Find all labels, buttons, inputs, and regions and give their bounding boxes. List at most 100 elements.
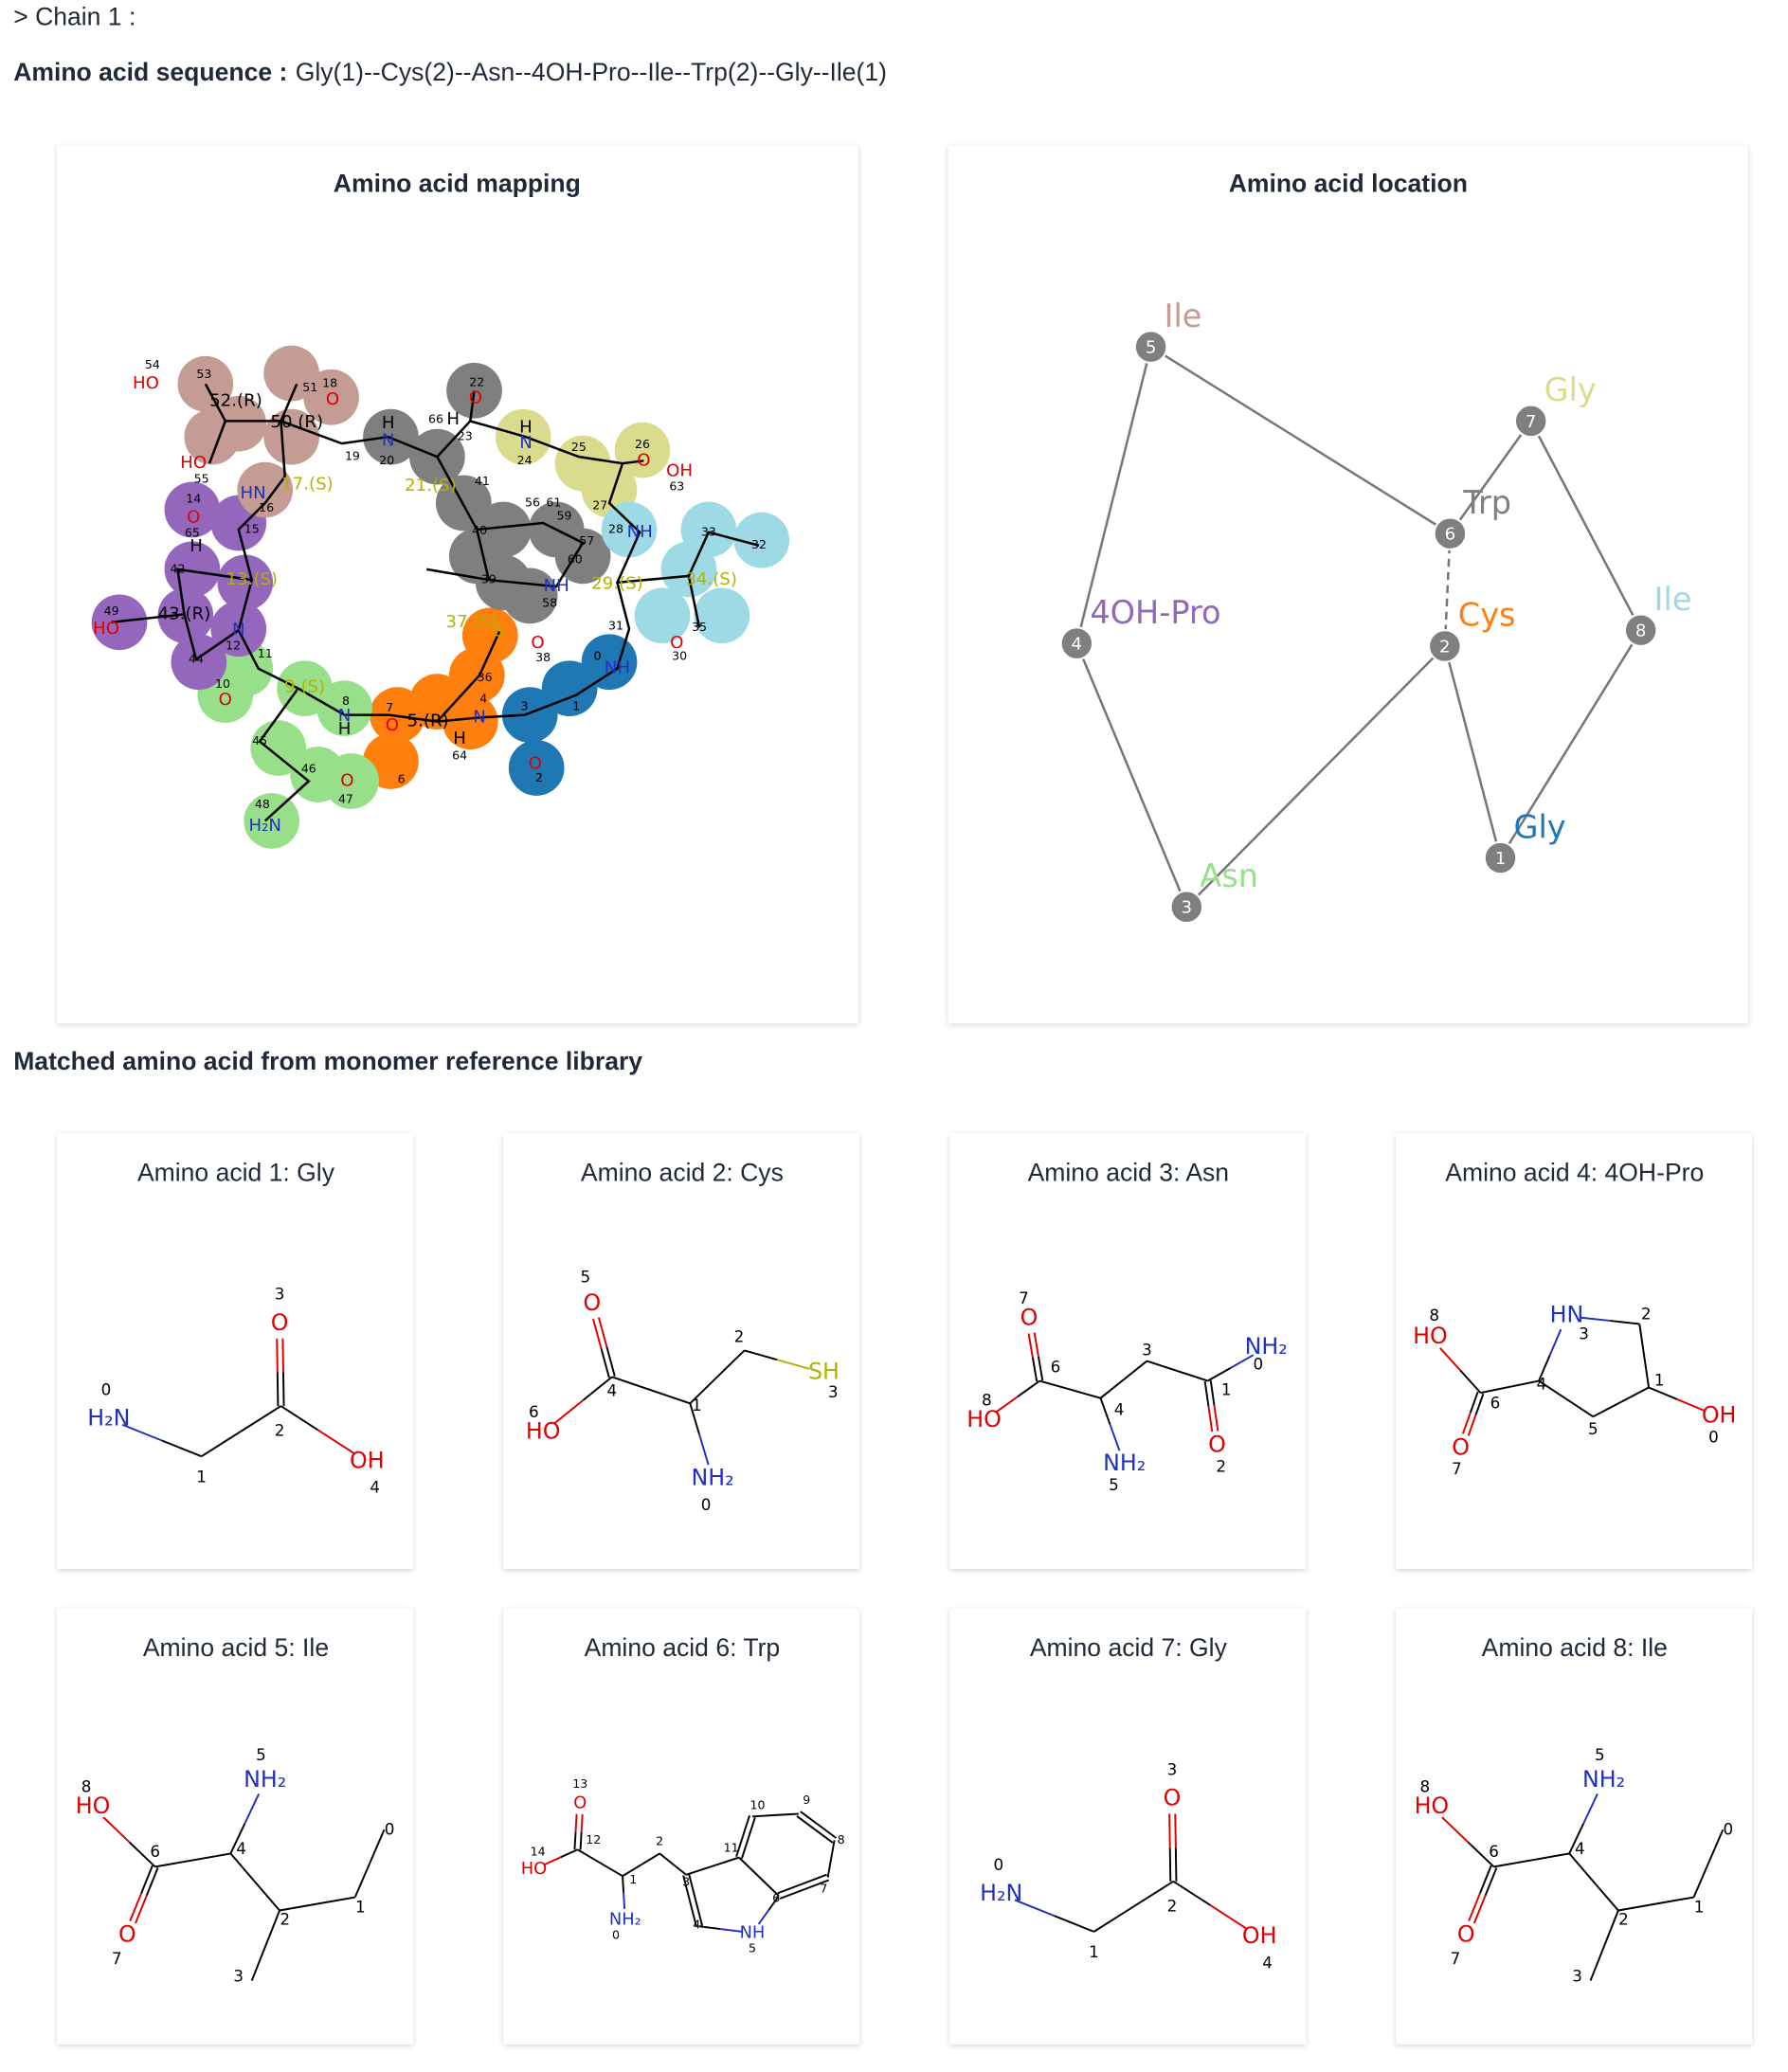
bond xyxy=(1033,1332,1039,1357)
bond xyxy=(1467,1841,1495,1868)
bond xyxy=(1620,1386,1650,1403)
atom-label: 60 xyxy=(568,552,583,567)
bond xyxy=(1655,1896,1694,1905)
atom-label: 65 xyxy=(185,526,200,540)
bond xyxy=(229,1852,256,1883)
node-label: 4OH-Pro xyxy=(1090,594,1220,631)
bond xyxy=(582,1376,613,1401)
graph-edge xyxy=(1075,346,1152,644)
bond xyxy=(776,1359,810,1370)
atom-label: 9.(S) xyxy=(284,676,325,696)
bond xyxy=(1099,1378,1125,1399)
bond xyxy=(316,1429,355,1455)
chain-heading: > Chain 1 : xyxy=(13,3,135,31)
bond xyxy=(1589,1945,1606,1981)
bond xyxy=(1582,1793,1598,1825)
bond xyxy=(1478,1865,1492,1894)
atom-index: 5 xyxy=(749,1941,756,1955)
atom-label: 35 xyxy=(692,620,707,634)
bond xyxy=(560,1848,578,1859)
node-number: 7 xyxy=(1526,412,1537,432)
atom-label: 31 xyxy=(608,618,623,632)
bond xyxy=(574,1813,578,1832)
atom-index: 2 xyxy=(734,1326,745,1345)
bond xyxy=(1168,1847,1172,1882)
bond xyxy=(1538,1379,1567,1400)
bond xyxy=(276,1338,279,1373)
atom-index: 3 xyxy=(828,1382,839,1401)
bond xyxy=(254,1881,280,1912)
bond xyxy=(800,1811,820,1826)
atom-index: 7 xyxy=(112,1949,122,1968)
bond xyxy=(597,1317,608,1347)
atom-index: 4 xyxy=(1262,1953,1273,1972)
atom-label: HN xyxy=(241,483,266,503)
atom-label: 12 xyxy=(226,638,241,652)
residue-highlight xyxy=(303,369,359,425)
atom-index: 6 xyxy=(529,1402,539,1421)
atom-label: O xyxy=(326,389,339,409)
atom-symbol: HO xyxy=(76,1793,111,1819)
atom-label: N xyxy=(232,620,245,640)
bond xyxy=(128,1841,156,1868)
atom-index: 8 xyxy=(1420,1777,1431,1796)
card-title: Amino acid 7: Gly xyxy=(1030,1633,1228,1662)
atom-label: 32 xyxy=(751,537,767,551)
bond xyxy=(757,1909,770,1925)
node-number: 4 xyxy=(1072,635,1083,655)
atom-label: 18 xyxy=(322,376,337,390)
atom-index: 4 xyxy=(693,1917,700,1931)
bond xyxy=(241,1405,282,1432)
bond xyxy=(592,1318,603,1349)
bond xyxy=(145,1867,159,1897)
atom-index: 14 xyxy=(531,1845,546,1859)
bond xyxy=(1472,1895,1487,1924)
atom-index: 2 xyxy=(1618,1909,1629,1928)
bond xyxy=(192,1852,231,1862)
bond xyxy=(1468,1893,1481,1922)
atom-index: 5 xyxy=(1595,1745,1605,1764)
atom-index: 2 xyxy=(1216,1456,1226,1475)
atom-label: 33 xyxy=(701,524,716,538)
graph-node xyxy=(1133,330,1168,364)
atom-symbol: O xyxy=(584,1289,602,1316)
graph-edge xyxy=(1449,420,1532,534)
bond xyxy=(1132,1880,1174,1908)
monomer-card xyxy=(949,1133,1307,1569)
bond xyxy=(650,1389,691,1405)
bond xyxy=(276,1372,280,1407)
atom-label: 7 xyxy=(386,700,393,714)
bond xyxy=(1692,1863,1709,1898)
bond xyxy=(1648,1386,1678,1400)
atom-label: 4 xyxy=(479,691,487,705)
atom-index: 0 xyxy=(701,1495,712,1514)
bond xyxy=(777,1883,804,1895)
atom-index: 2 xyxy=(1167,1896,1178,1915)
atom-index: 6 xyxy=(1051,1358,1061,1377)
bond xyxy=(1548,1328,1562,1356)
atom-label: 61 xyxy=(546,495,561,510)
bond xyxy=(154,1859,193,1868)
atom-symbol: NH₂ xyxy=(1582,1766,1625,1793)
atom-label: 10 xyxy=(215,676,230,691)
atom-label: N xyxy=(382,430,395,450)
atom-index: 2 xyxy=(1641,1305,1652,1324)
bond xyxy=(1203,1380,1210,1407)
atom-symbol: O xyxy=(1164,1785,1182,1811)
bond xyxy=(1109,1424,1121,1451)
graph-edge xyxy=(1075,642,1188,908)
bond xyxy=(695,1900,704,1926)
bond xyxy=(1610,1320,1640,1325)
node-number: 1 xyxy=(1495,849,1507,869)
bond xyxy=(1474,1393,1485,1415)
bond xyxy=(720,1928,742,1933)
atom-label: 37.(S) xyxy=(445,612,497,632)
bond xyxy=(1707,1829,1725,1865)
atom-label: 28 xyxy=(608,521,623,535)
atom-label: 16 xyxy=(259,500,274,514)
bond xyxy=(1593,1881,1619,1912)
atom-index: 2 xyxy=(280,1909,290,1928)
residue-highlight xyxy=(237,461,294,518)
atom-index: 9 xyxy=(803,1793,810,1807)
bond xyxy=(1603,1910,1619,1946)
